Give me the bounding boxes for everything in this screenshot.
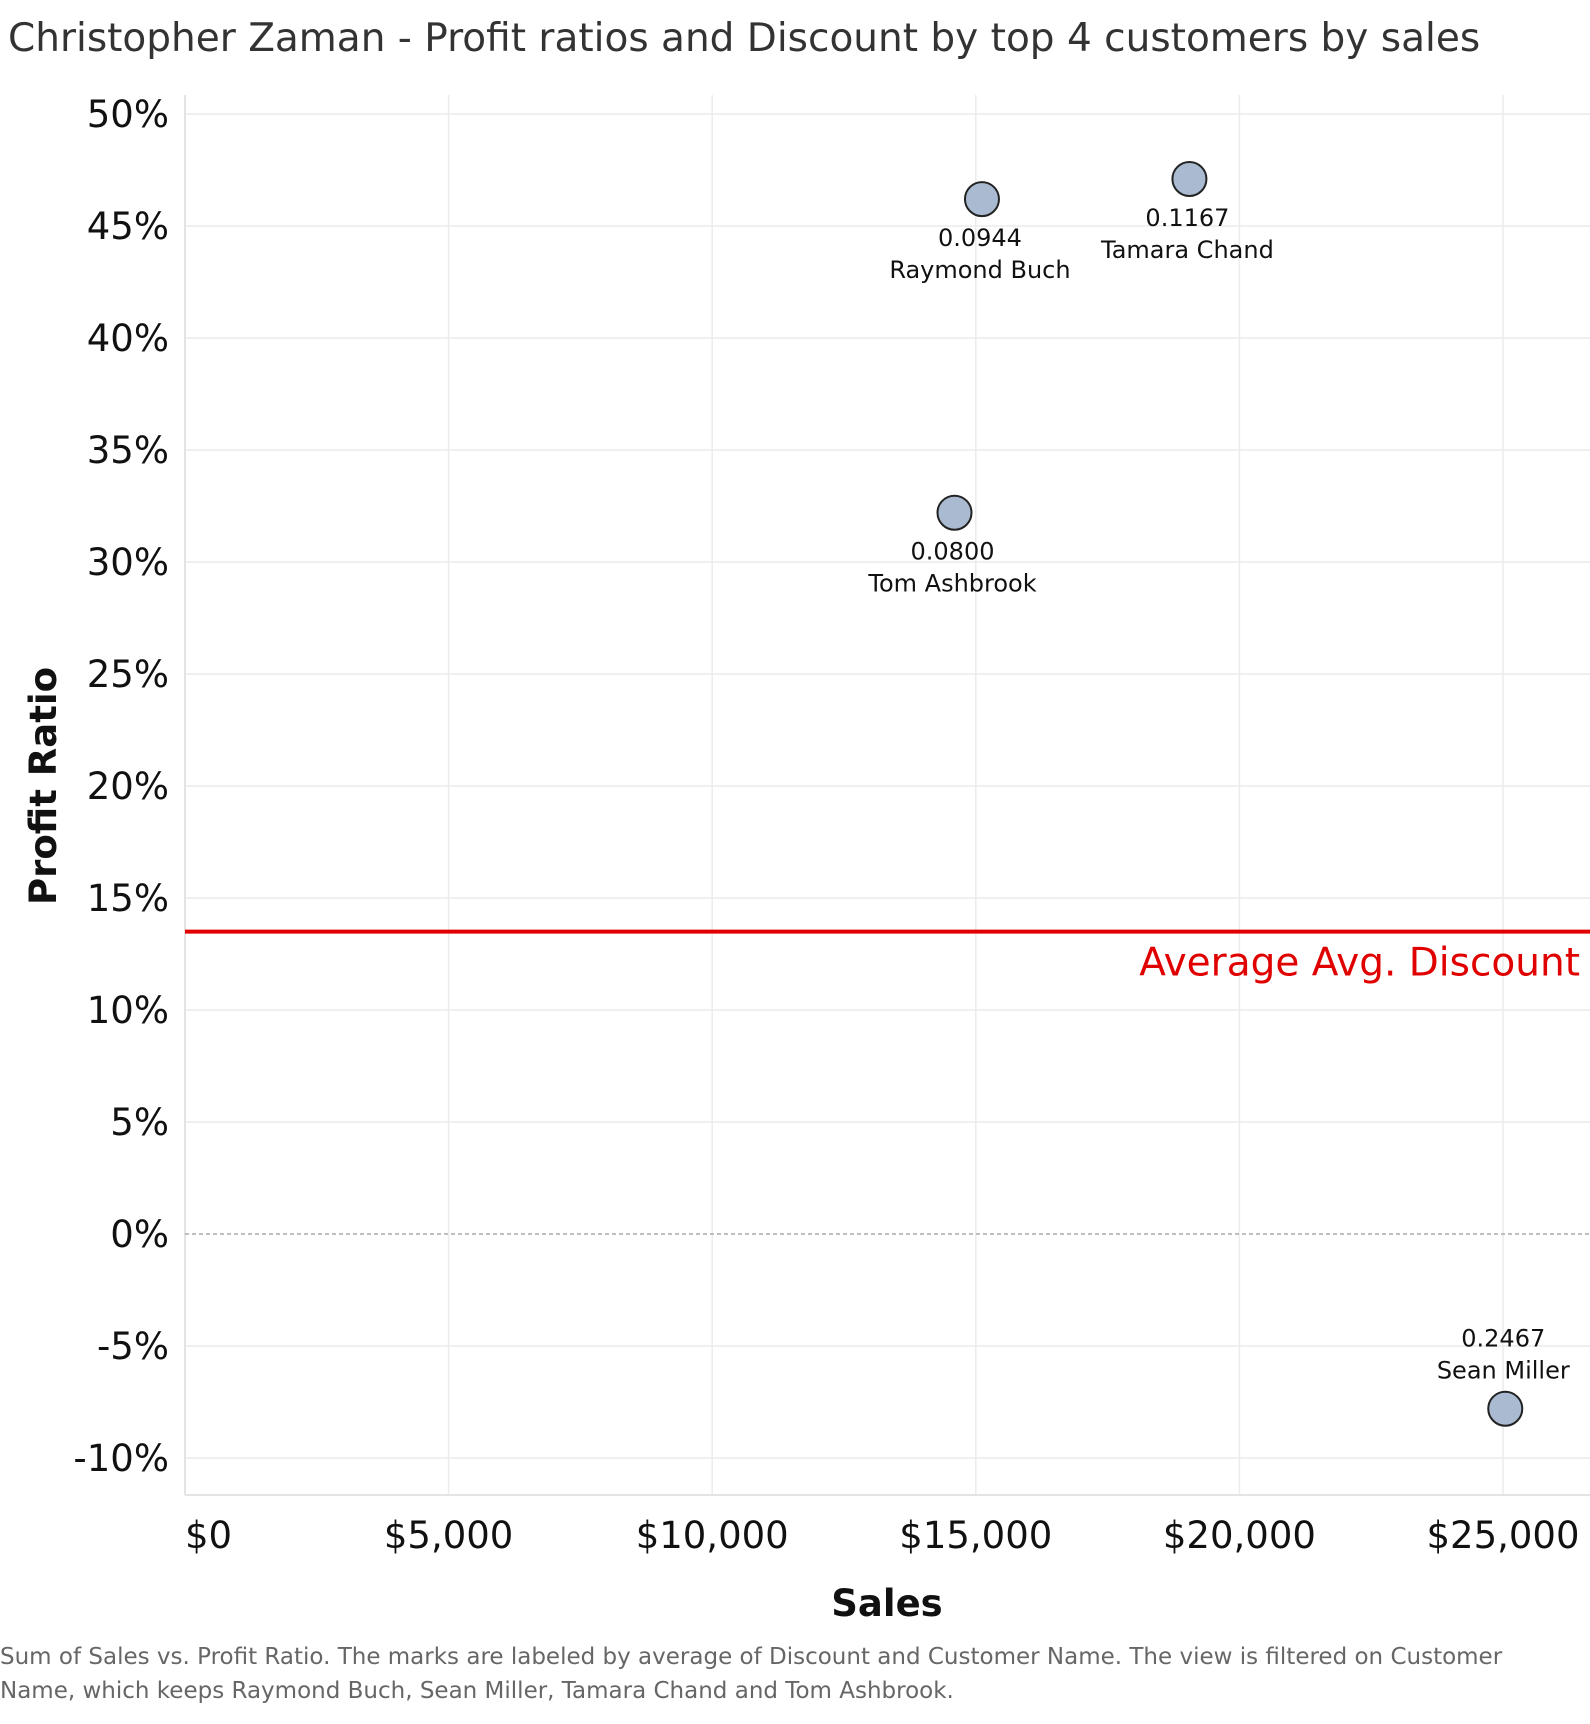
point-discount-label: 0.0800 [911, 538, 995, 566]
y-tick-label: 15% [87, 877, 169, 920]
x-tick-label: $15,000 [899, 1514, 1052, 1557]
y-tick-label: 40% [87, 317, 169, 360]
y-axis-title: Profit Ratio [22, 667, 65, 905]
chart-caption: Sum of Sales vs. Profit Ratio. The marks… [0, 1644, 1503, 1704]
data-point [963, 181, 1000, 218]
y-tick-label: -10% [73, 1437, 169, 1480]
y-tick-label: 45% [87, 205, 169, 248]
y-tick-label: 25% [87, 653, 169, 696]
point-name-label: Tom Ashbrook [867, 570, 1036, 598]
point-discount-label: 0.2467 [1461, 1325, 1545, 1353]
x-tick-label: $20,000 [1163, 1514, 1316, 1557]
point-name-label: Sean Miller [1437, 1357, 1570, 1385]
reference-line-label: Average Avg. Discount [1139, 941, 1580, 986]
y-tick-label: 5% [110, 1101, 169, 1144]
data-point [1487, 1390, 1524, 1427]
data-point [936, 494, 973, 531]
y-tick-label: 50% [87, 93, 169, 136]
y-tick-label: 35% [87, 429, 169, 472]
data-point [1171, 160, 1208, 197]
point-discount-label: 0.0944 [938, 224, 1022, 252]
x-axis-title: Sales [831, 1582, 942, 1625]
x-tick-label: $5,000 [384, 1514, 513, 1557]
chart-title: Christopher Zaman - Profit ratios and Di… [8, 16, 1481, 61]
x-tick-label: $25,000 [1426, 1514, 1579, 1557]
y-tick-label: 10% [87, 989, 169, 1032]
y-tick-label: 30% [87, 541, 169, 584]
point-discount-label: 0.1167 [1145, 204, 1229, 232]
x-tick-label: $10,000 [636, 1514, 789, 1557]
point-name-label: Raymond Buch [889, 256, 1070, 284]
y-tick-label: -5% [97, 1325, 169, 1368]
y-tick-label: 20% [87, 765, 169, 808]
y-tick-label: 0% [110, 1213, 169, 1256]
point-name-label: Tamara Chand [1100, 236, 1274, 264]
x-tick-label: $0 [185, 1514, 232, 1557]
